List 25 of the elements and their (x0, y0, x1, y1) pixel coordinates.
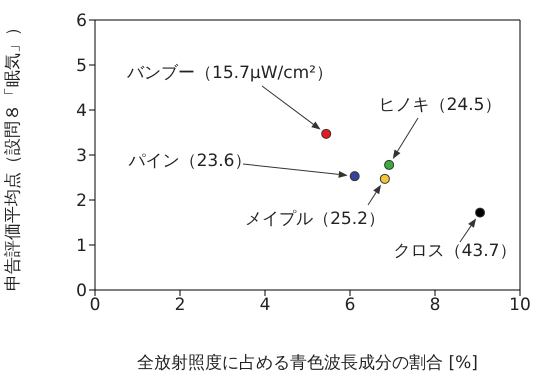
annotation: パイン（23.6） (128, 151, 252, 171)
x-tick-label: 4 (260, 295, 270, 316)
y-axis-title: 申告評価平均点（設問８「眠気」） (3, 19, 24, 291)
annotation: クロス（43.7） (394, 241, 516, 261)
annotation: バンブー（15.7μW/cm²） (126, 63, 333, 83)
y-tick-label: 1 (76, 236, 87, 256)
y-tick-label: 3 (76, 146, 87, 166)
x-axis-title: 全放射照度に占める青色波長成分の割合 [%] (137, 353, 478, 373)
y-tick-label: 4 (76, 101, 87, 122)
annotation: ヒノキ（24.5） (378, 95, 502, 115)
x-tick-label: 8 (430, 295, 440, 316)
y-tick-label: 5 (76, 56, 87, 76)
y-tick-label: 2 (76, 191, 87, 212)
point (321, 128, 332, 139)
x-tick-label: 6 (344, 295, 356, 316)
y-tick-label: 6 (76, 11, 87, 32)
x-tick-label: 0 (90, 295, 100, 316)
x-tick-label: 2 (174, 295, 186, 316)
point (384, 160, 394, 170)
point (380, 174, 390, 184)
point (350, 171, 360, 182)
x-tick-label: 10 (509, 295, 531, 316)
annotation: メイプル（25.2） (245, 209, 385, 229)
y-tick-label: 0 (76, 281, 87, 302)
point (475, 208, 486, 218)
